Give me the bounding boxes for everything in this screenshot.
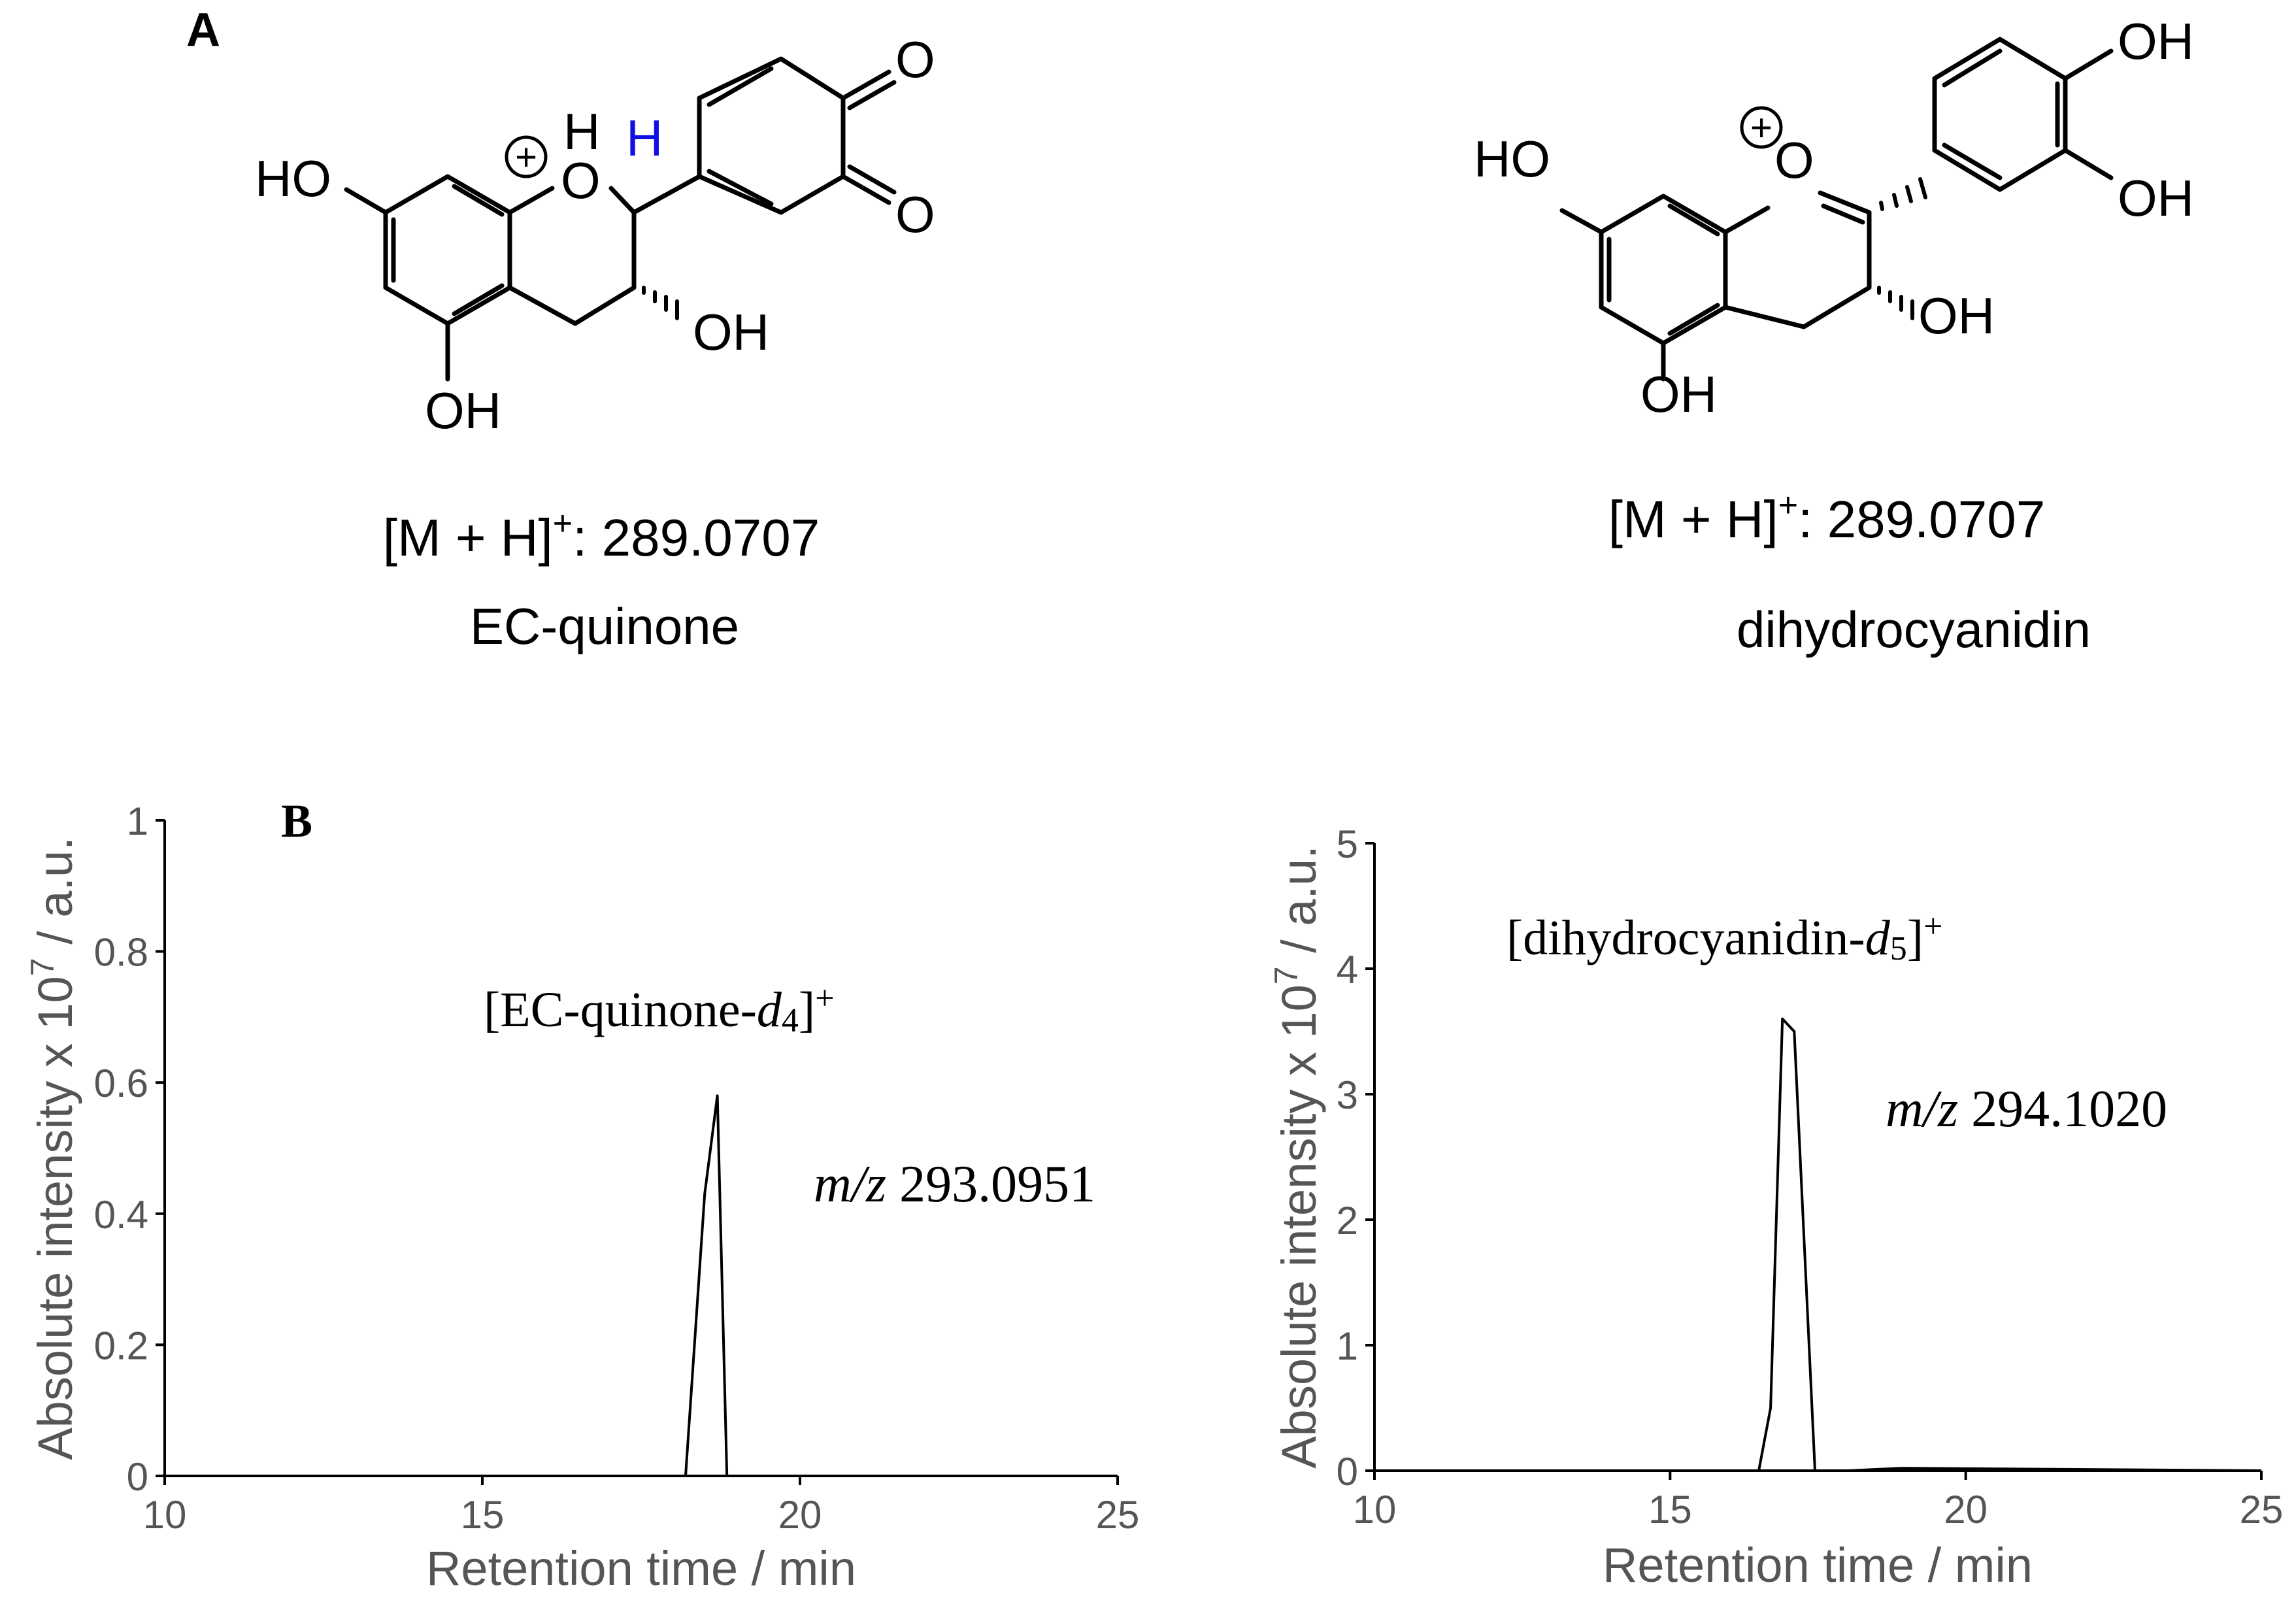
- chart-2-annotation-pre: [dihydrocyanidin-: [1506, 911, 1865, 965]
- chart-2-ylabel: Absolute intensity x 107 / a.u.: [1268, 845, 1326, 1468]
- ec-quinone-oh-3: OH: [693, 303, 769, 361]
- ec-quinone-o-3p: O: [895, 31, 935, 88]
- ec-quinone-o-4p: O: [895, 186, 935, 243]
- chart-2-ylabel-exp: 7: [1268, 966, 1305, 984]
- panel-b-label: B: [281, 795, 312, 847]
- chart-dihydrocyanidin: 10 15 20 25 0 1 2 3 4 5 Retention time / min Abso…: [1268, 822, 2283, 1592]
- chart-2-ylabel-unit: / a.u.: [1272, 845, 1326, 966]
- chart-1-annotation-pre: [EC-quinone-: [484, 982, 757, 1037]
- chart-2-annotation-italic: d: [1865, 911, 1891, 965]
- chart-1-annotation-italic: d: [757, 982, 782, 1037]
- ec-quinone-ring-o: O: [561, 152, 601, 209]
- chart-2-xlabel: Retention time / min: [1603, 1538, 2033, 1592]
- dihydrocyanidin-oh-3: OH: [1918, 287, 1995, 344]
- ec-quinone-ho-7: HO: [255, 150, 331, 207]
- dihydrocyanidin-mass: [M + H]+: 289.0707: [1608, 486, 2046, 548]
- dihydrocyanidin-ho-7: HO: [1474, 130, 1550, 188]
- dihydrocyanidin-oh-3p: OH: [2118, 12, 2194, 70]
- dihydrocyanidin-charge: +: [1740, 106, 1783, 149]
- chart-1-annotation: [EC-quinone-d4]+: [484, 980, 835, 1039]
- chart-1-mz-italic: m/z: [814, 1156, 886, 1213]
- chart-1-y-tick-label: 0.2: [94, 1324, 148, 1367]
- ec-quinone-a-ring: [383, 174, 512, 326]
- chart-1-xlabel: Retention time / min: [426, 1541, 856, 1596]
- panel-a-label: A: [186, 4, 220, 56]
- ec-quinone-mass-label: [M + H]: [383, 509, 553, 567]
- chart-2-y-tick-label: 3: [1337, 1073, 1358, 1117]
- chart-2-mz-value: 294.1020: [1958, 1080, 2167, 1138]
- chart-1-y-tick-label: 1: [127, 799, 148, 843]
- dihydrocyanidin-oh-4p: OH: [2118, 169, 2194, 227]
- chart-1-series-line: [165, 1094, 1118, 1477]
- chart-1-y-tick-label: 0.4: [94, 1193, 148, 1237]
- chart-1-ticks: 10 15 20 25 0 0.2 0.4 0.6 0.8 1: [94, 799, 1140, 1537]
- chart-1-annotation-post: ]: [799, 982, 815, 1037]
- ec-quinone-c-ring: [507, 186, 637, 326]
- ec-quinone-mass-sup: +: [553, 505, 573, 543]
- chart-2-x-tick-label: 25: [2240, 1488, 2284, 1531]
- ec-quinone-oh-5: OH: [425, 382, 501, 439]
- chart-1-annotation-sup: +: [815, 980, 834, 1017]
- chart-2-ylabel-main: Absolute intensity x 10: [1272, 984, 1326, 1468]
- chart-2-x-tick-label: 10: [1353, 1488, 1397, 1531]
- chart-1-ylabel-main: Absolute intensity x 10: [28, 976, 82, 1460]
- dihydrocyanidin-c-ring: [1723, 190, 1872, 329]
- chart-2-y-tick-label: 2: [1337, 1199, 1358, 1243]
- chart-1-y-tick-label: 0.6: [94, 1062, 148, 1105]
- chart-2-mz: m/z 294.1020: [1886, 1080, 2167, 1138]
- chart-2-annotation-post: ]: [1907, 911, 1923, 965]
- chart-2-annotation: [dihydrocyanidin-d5]+: [1506, 908, 1942, 967]
- chart-2-x-tick-label: 15: [1648, 1488, 1692, 1531]
- chart-1-ylabel: Absolute intensity x 107 / a.u.: [24, 837, 82, 1460]
- ec-quinone-charge-sign: +: [515, 136, 537, 178]
- chart-2-y-tick-label: 4: [1337, 948, 1358, 992]
- dihydrocyanidin-structure: [1559, 37, 2114, 382]
- ec-quinone-highlighted-h: H: [626, 109, 663, 167]
- chart-2-series-line: [1374, 1017, 2262, 1472]
- ec-quinone-mass: [M + H]+: 289.0707: [383, 505, 820, 567]
- chart-1-ylabel-exp: 7: [24, 958, 61, 976]
- chart-2-mz-italic: m/z: [1886, 1080, 1958, 1138]
- chart-2-y-tick-label: 5: [1337, 822, 1358, 866]
- ec-quinone-structure: [344, 56, 897, 382]
- ec-quinone-name: EC-quinone: [470, 597, 739, 655]
- chart-1-x-tick-label: 25: [1096, 1493, 1140, 1537]
- dihydrocyanidin-mass-value: : 289.0707: [1798, 490, 2045, 548]
- ec-quinone-mass-value: : 289.0707: [573, 509, 820, 567]
- chart-2-y-tick-label: 0: [1337, 1450, 1358, 1494]
- chart-2-ticks: 10 15 20 25 0 1 2 3 4 5: [1337, 822, 2284, 1531]
- chart-2-x-tick-label: 20: [1944, 1488, 1988, 1531]
- ec-quinone-h-on-o: H: [563, 103, 600, 160]
- chart-2-annotation-sup: +: [1923, 908, 1942, 945]
- chart-1-y-tick-label: 0: [127, 1455, 148, 1499]
- chart-1-mz: m/z 293.0951: [814, 1156, 1095, 1213]
- ec-quinone-atom-labels: HO O H H OH OH O O: [255, 31, 935, 439]
- dihydrocyanidin-b-ring: [1932, 37, 2068, 192]
- chart-1-annotation-sub: 4: [782, 1002, 799, 1039]
- chart-2-annotation-sub: 5: [1890, 930, 1907, 967]
- chart-2-y-tick-label: 1: [1337, 1324, 1358, 1368]
- dihydrocyanidin-mass-label: [M + H]: [1608, 490, 1778, 548]
- chart-1-ylabel-unit: / a.u.: [28, 837, 82, 958]
- dihydrocyanidin-oh-5: OH: [1640, 365, 1717, 423]
- ec-quinone-charge: +: [505, 135, 548, 178]
- dihydrocyanidin-atom-labels: HO O OH OH OH OH: [1474, 12, 2194, 423]
- dihydrocyanidin-name: dihydrocyanidin: [1737, 601, 2091, 658]
- chart-1-x-tick-label: 20: [778, 1493, 822, 1537]
- dihydrocyanidin-mass-sup: +: [1778, 486, 1798, 524]
- chart-ec-quinone: 10 15 20 25 0 0.2 0.4 0.6 0.8 1 Retention time / …: [24, 799, 1139, 1596]
- chart-1-mz-value: 293.0951: [886, 1156, 1095, 1213]
- dihydrocyanidin-charge-sign: +: [1750, 107, 1772, 149]
- chart-1-x-tick-label: 15: [461, 1493, 505, 1537]
- chart-1-x-tick-label: 10: [143, 1493, 187, 1537]
- dihydrocyanidin-a-ring: [1599, 193, 1728, 346]
- ec-quinone-b-ring: [697, 56, 846, 215]
- chart-1-axes: [163, 820, 1118, 1477]
- dihydrocyanidin-ring-o: O: [1774, 131, 1814, 189]
- chart-1-y-tick-label: 0.8: [94, 931, 148, 975]
